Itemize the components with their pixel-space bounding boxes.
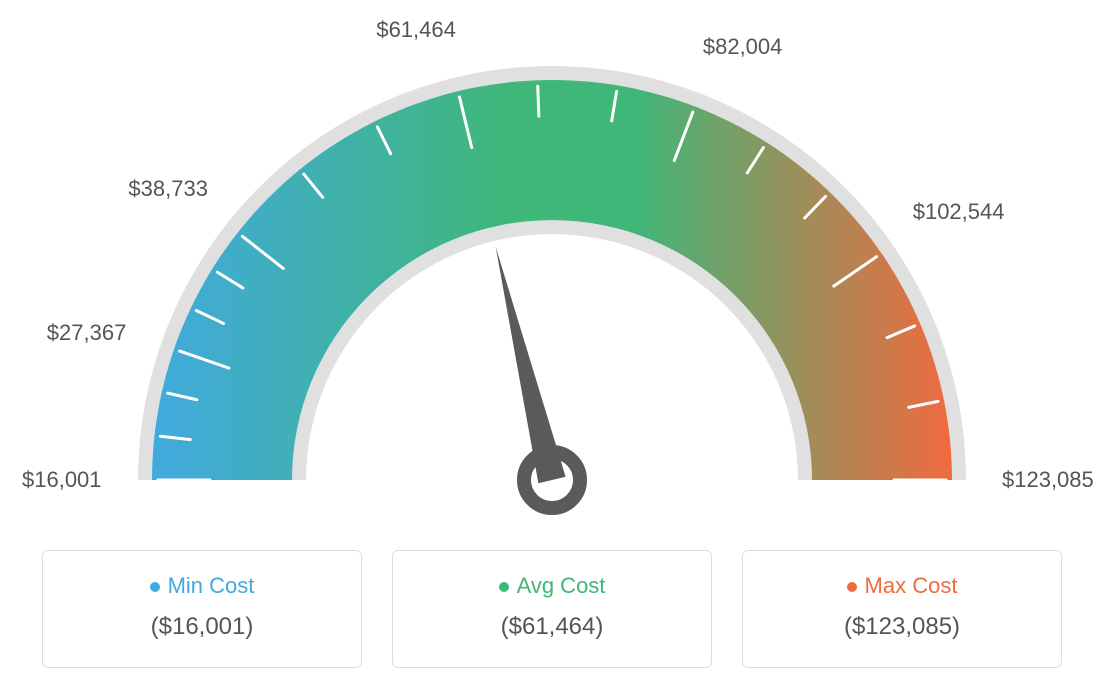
legend-title-min: Min Cost [53,573,351,599]
gauge-tick-label: $61,464 [376,17,456,43]
legend-value-min: ($16,001) [53,613,351,641]
legend-title-max-text: Max Cost [865,573,958,598]
legend-title-avg: Avg Cost [403,573,701,599]
legend-card-min: Min Cost ($16,001) [42,550,362,668]
legend-dot-min [150,582,160,592]
gauge-tick-label: $16,001 [22,467,102,493]
gauge-tick-label: $38,733 [128,176,208,202]
gauge-tick-label: $27,367 [47,320,127,346]
legend-row: Min Cost ($16,001) Avg Cost ($61,464) Ma… [20,550,1084,668]
gauge-tick-label: $102,544 [913,199,1005,225]
legend-value-max: ($123,085) [753,613,1051,641]
legend-dot-avg [499,582,509,592]
legend-card-avg: Avg Cost ($61,464) [392,550,712,668]
gauge-tick-label: $123,085 [1002,467,1094,493]
legend-title-max: Max Cost [753,573,1051,599]
legend-card-max: Max Cost ($123,085) [742,550,1062,668]
legend-value-avg: ($61,464) [403,613,701,641]
gauge-svg [20,20,1084,520]
legend-dot-max [847,582,857,592]
gauge-tick-label: $82,004 [703,34,783,60]
legend-title-avg-text: Avg Cost [517,573,606,598]
legend-title-min-text: Min Cost [168,573,255,598]
cost-gauge: $16,001 $27,367 $38,733 $61,464 $82,004 $102,… [20,20,1084,520]
